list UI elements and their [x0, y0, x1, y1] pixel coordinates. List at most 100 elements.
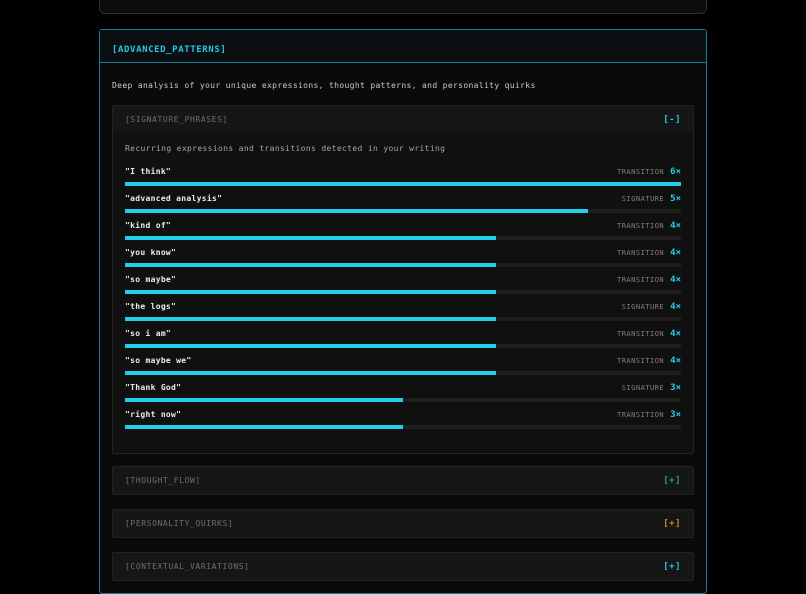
phrase-type-badge: TRANSITION [617, 276, 665, 284]
phrase-label: "so maybe" [125, 275, 177, 284]
phrase-row: "right now" TRANSITION 3× [125, 410, 681, 429]
frequency-bar-fill [125, 317, 496, 321]
frequency-bar-fill [125, 209, 589, 213]
phrase-label: "kind of" [125, 221, 172, 230]
panel-description: Deep analysis of your unique expressions… [112, 81, 536, 90]
section-title: [CONTEXTUAL_VARIATIONS] [125, 562, 250, 571]
collapsed-section-header[interactable]: [CONTEXTUAL_VARIATIONS] [+] [113, 553, 693, 580]
phrase-row: "I think" TRANSITION 6× [125, 167, 681, 186]
phrase-label: "you know" [125, 248, 177, 257]
collapsed-section-panel: [CONTEXTUAL_VARIATIONS] [+] [112, 552, 694, 581]
phrase-count: 3× [670, 410, 681, 420]
phrase-line: "you know" TRANSITION 4× [125, 248, 681, 258]
advanced-patterns-panel: [ADVANCED_PATTERNS] Deep analysis of you… [99, 29, 707, 594]
content-column: [ADVANCED_PATTERNS] Deep analysis of you… [83, 0, 723, 594]
frequency-bar-track [125, 344, 681, 348]
signature-phrases-subtitle: Recurring expressions and transitions de… [125, 144, 446, 153]
frequency-bar-fill [125, 425, 403, 429]
phrase-meta: TRANSITION 6× [617, 167, 681, 177]
phrase-row: "so i am" TRANSITION 4× [125, 329, 681, 348]
collapsed-section-panel: [PERSONALITY_QUIRKS] [+] [112, 509, 694, 538]
phrase-label: "Thank God" [125, 383, 182, 392]
phrase-line: "advanced analysis" SIGNATURE 5× [125, 194, 681, 204]
phrase-count: 4× [670, 356, 681, 366]
section-title: [PERSONALITY_QUIRKS] [125, 519, 234, 528]
phrase-count: 4× [670, 302, 681, 312]
phrase-meta: TRANSITION 4× [617, 275, 681, 285]
phrase-type-badge: TRANSITION [617, 411, 665, 419]
frequency-bar-track [125, 209, 681, 213]
phrase-meta: TRANSITION 4× [617, 221, 681, 231]
phrase-type-badge: TRANSITION [617, 168, 665, 176]
frequency-bar-track [125, 398, 681, 402]
phrase-row: "the logs" SIGNATURE 4× [125, 302, 681, 321]
expand-button[interactable]: [+] [663, 475, 681, 486]
collapsed-section-header[interactable]: [THOUGHT_FLOW] [+] [113, 467, 693, 494]
phrase-label: "the logs" [125, 302, 177, 311]
phrase-type-badge: SIGNATURE [621, 384, 665, 392]
section-title: [THOUGHT_FLOW] [125, 476, 201, 485]
frequency-bar-fill [125, 290, 496, 294]
phrase-type-badge: SIGNATURE [621, 303, 665, 311]
previous-panel-edge [99, 0, 707, 14]
frequency-bar-track [125, 371, 681, 375]
phrase-line: "the logs" SIGNATURE 4× [125, 302, 681, 312]
advanced-patterns-body: Deep analysis of your unique expressions… [100, 63, 706, 593]
signature-phrases-header[interactable]: [SIGNATURE_PHRASES] [-] [113, 106, 693, 133]
collapsed-sections: [THOUGHT_FLOW] [+] [PERSONALITY_QUIRKS] … [112, 466, 694, 581]
advanced-patterns-header: [ADVANCED_PATTERNS] [100, 30, 706, 63]
phrase-count: 4× [670, 221, 681, 231]
phrase-type-badge: TRANSITION [617, 357, 665, 365]
phrase-type-badge: TRANSITION [617, 249, 665, 257]
phrase-line: "kind of" TRANSITION 4× [125, 221, 681, 231]
phrase-label: "so i am" [125, 329, 172, 338]
expand-button[interactable]: [+] [663, 561, 681, 572]
phrase-meta: TRANSITION 4× [617, 356, 681, 366]
phrase-line: "right now" TRANSITION 3× [125, 410, 681, 420]
frequency-bar-fill [125, 344, 496, 348]
frequency-bar-track [125, 236, 681, 240]
phrase-row: "advanced analysis" SIGNATURE 5× [125, 194, 681, 213]
phrase-count: 6× [670, 167, 681, 177]
phrase-count: 3× [670, 383, 681, 393]
phrase-row: "kind of" TRANSITION 4× [125, 221, 681, 240]
collapse-button[interactable]: [-] [663, 114, 681, 125]
phrase-line: "so i am" TRANSITION 4× [125, 329, 681, 339]
phrase-line: "Thank God" SIGNATURE 3× [125, 383, 681, 393]
phrase-meta: TRANSITION 4× [617, 248, 681, 258]
panel-title: [ADVANCED_PATTERNS] [112, 45, 227, 55]
phrase-line: "so maybe" TRANSITION 4× [125, 275, 681, 285]
signature-phrases-title: [SIGNATURE_PHRASES] [125, 115, 228, 124]
frequency-bar-fill [125, 371, 496, 375]
phrase-line: "I think" TRANSITION 6× [125, 167, 681, 177]
phrase-label: "I think" [125, 167, 172, 176]
frequency-bar-track [125, 182, 681, 186]
frequency-bar-track [125, 290, 681, 294]
phrase-count: 4× [670, 275, 681, 285]
phrase-type-badge: TRANSITION [617, 330, 665, 338]
phrase-count: 5× [670, 194, 681, 204]
phrase-meta: SIGNATURE 3× [622, 383, 681, 393]
phrase-label: "so maybe we" [125, 356, 192, 365]
phrase-row: "you know" TRANSITION 4× [125, 248, 681, 267]
phrase-line: "so maybe we" TRANSITION 4× [125, 356, 681, 366]
signature-phrases-content: Recurring expressions and transitions de… [113, 133, 693, 453]
collapsed-section-header[interactable]: [PERSONALITY_QUIRKS] [+] [113, 510, 693, 537]
frequency-bar-fill [125, 263, 496, 267]
frequency-bar-track [125, 263, 681, 267]
phrase-meta: TRANSITION 4× [617, 329, 681, 339]
phrase-count: 4× [670, 329, 681, 339]
frequency-bar-fill [125, 398, 403, 402]
phrase-rows: "I think" TRANSITION 6× "advanced analys… [125, 167, 681, 429]
frequency-bar-track [125, 425, 681, 429]
phrase-row: "so maybe" TRANSITION 4× [125, 275, 681, 294]
frequency-bar-fill [125, 182, 681, 186]
frequency-bar-track [125, 317, 681, 321]
phrase-meta: SIGNATURE 5× [622, 194, 681, 204]
phrase-type-badge: SIGNATURE [621, 195, 665, 203]
phrase-row: "so maybe we" TRANSITION 4× [125, 356, 681, 375]
expand-button[interactable]: [+] [663, 518, 681, 529]
phrase-row: "Thank God" SIGNATURE 3× [125, 383, 681, 402]
signature-phrases-panel: [SIGNATURE_PHRASES] [-] Recurring expres… [112, 105, 694, 454]
phrase-meta: SIGNATURE 4× [622, 302, 681, 312]
